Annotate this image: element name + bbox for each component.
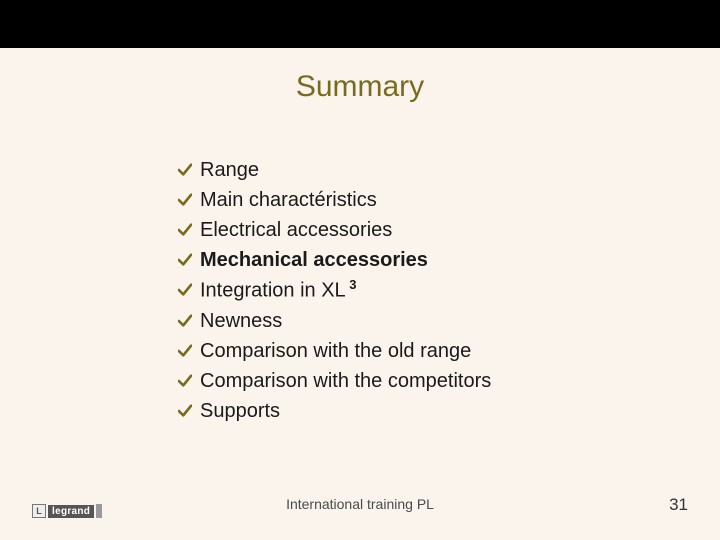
list-item-label: Range bbox=[200, 155, 660, 185]
checkmark-icon bbox=[178, 374, 192, 388]
checkmark-icon bbox=[178, 404, 192, 418]
checkmark-icon bbox=[178, 163, 192, 177]
checkmark-icon bbox=[178, 283, 192, 297]
page-number: 31 bbox=[669, 495, 688, 515]
logo-wordmark: legrand bbox=[48, 505, 94, 518]
list-item-label: Newness bbox=[200, 306, 660, 336]
summary-list: RangeMain charactéristicsElectrical acce… bbox=[178, 155, 660, 426]
list-item-label: Electrical accessories bbox=[200, 215, 660, 245]
checkmark-icon bbox=[178, 223, 192, 237]
checkmark-icon bbox=[178, 253, 192, 267]
checkmark-icon bbox=[178, 344, 192, 358]
slide: Summary RangeMain charactéristicsElectri… bbox=[0, 0, 720, 540]
list-item-label: Mechanical accessories bbox=[200, 245, 660, 275]
logo-cap bbox=[96, 504, 102, 518]
list-item-label: Integration in XL 3 bbox=[200, 275, 660, 306]
list-item-label: Comparison with the competitors bbox=[200, 366, 660, 396]
list-item: Newness bbox=[178, 306, 660, 336]
list-item: Integration in XL 3 bbox=[178, 275, 660, 306]
top-band bbox=[0, 0, 720, 48]
list-item-label: Main charactéristics bbox=[200, 185, 660, 215]
slide-title: Summary bbox=[0, 70, 720, 104]
checkmark-icon bbox=[178, 193, 192, 207]
list-item: Supports bbox=[178, 396, 660, 426]
checkmark-icon bbox=[178, 314, 192, 328]
list-item: Comparison with the old range bbox=[178, 336, 660, 366]
list-item-superscript: 3 bbox=[346, 277, 357, 292]
logo-mark: L bbox=[32, 504, 46, 518]
list-item: Mechanical accessories bbox=[178, 245, 660, 275]
list-item: Range bbox=[178, 155, 660, 185]
list-item: Main charactéristics bbox=[178, 185, 660, 215]
list-item: Comparison with the competitors bbox=[178, 366, 660, 396]
list-item: Electrical accessories bbox=[178, 215, 660, 245]
footer-text: International training PL bbox=[0, 496, 720, 512]
list-item-label: Comparison with the old range bbox=[200, 336, 660, 366]
brand-logo: L legrand bbox=[32, 504, 102, 518]
list-item-label: Supports bbox=[200, 396, 660, 426]
